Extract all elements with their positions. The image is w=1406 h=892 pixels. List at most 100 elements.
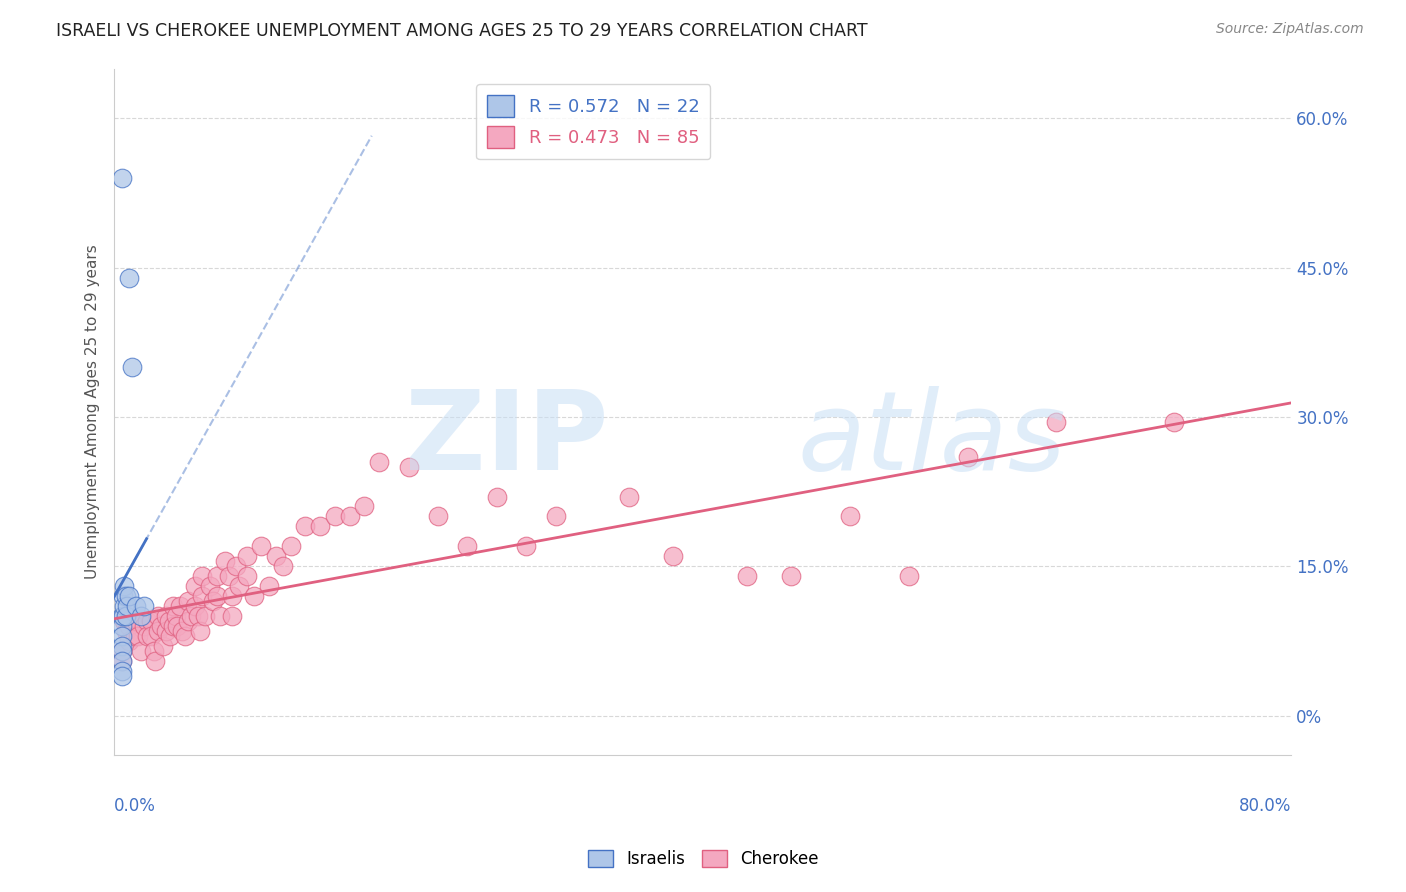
Point xyxy=(839,509,862,524)
Point xyxy=(180,609,202,624)
Point xyxy=(235,549,257,564)
Point xyxy=(110,609,132,624)
Point xyxy=(309,519,332,533)
Point xyxy=(353,500,375,514)
Point xyxy=(155,624,177,638)
Point xyxy=(177,594,200,608)
Point xyxy=(110,654,132,668)
Point xyxy=(956,450,979,464)
Point xyxy=(118,633,141,648)
Point xyxy=(155,609,177,624)
Point xyxy=(1163,415,1185,429)
Point xyxy=(339,509,361,524)
Point xyxy=(159,629,181,643)
Point xyxy=(125,614,148,628)
Point xyxy=(170,624,193,638)
Point xyxy=(177,614,200,628)
Point xyxy=(157,614,180,628)
Point xyxy=(897,569,920,583)
Point xyxy=(368,455,391,469)
Point xyxy=(122,614,145,628)
Legend: Israelis, Cherokee: Israelis, Cherokee xyxy=(581,843,825,875)
Point xyxy=(184,579,207,593)
Point xyxy=(198,579,221,593)
Point xyxy=(115,609,138,624)
Point xyxy=(118,619,141,633)
Point xyxy=(110,669,132,683)
Point xyxy=(1045,415,1067,429)
Point xyxy=(117,599,139,613)
Point xyxy=(132,599,155,613)
Point xyxy=(205,569,228,583)
Text: atlas: atlas xyxy=(797,386,1066,493)
Point xyxy=(225,559,247,574)
Point xyxy=(129,644,152,658)
Point xyxy=(515,539,537,553)
Point xyxy=(114,579,136,593)
Point xyxy=(173,629,195,643)
Point xyxy=(118,270,141,285)
Point xyxy=(485,490,508,504)
Point xyxy=(125,599,148,613)
Point xyxy=(139,614,162,628)
Y-axis label: Unemployment Among Ages 25 to 29 years: Unemployment Among Ages 25 to 29 years xyxy=(86,244,100,579)
Point xyxy=(135,614,157,628)
Point xyxy=(110,644,132,658)
Point xyxy=(780,569,803,583)
Point xyxy=(110,639,132,653)
Point xyxy=(152,639,174,653)
Text: Source: ZipAtlas.com: Source: ZipAtlas.com xyxy=(1216,22,1364,37)
Point xyxy=(264,549,287,564)
Text: 80.0%: 80.0% xyxy=(1239,797,1292,814)
Point xyxy=(115,589,138,603)
Point xyxy=(145,654,167,668)
Point xyxy=(294,519,316,533)
Point xyxy=(201,594,224,608)
Point xyxy=(544,509,567,524)
Point xyxy=(118,589,141,603)
Point xyxy=(110,664,132,678)
Point xyxy=(115,624,138,638)
Point xyxy=(191,569,214,583)
Point xyxy=(166,619,188,633)
Point xyxy=(188,624,211,638)
Point xyxy=(117,609,139,624)
Point xyxy=(132,619,155,633)
Point xyxy=(124,629,146,643)
Point xyxy=(121,360,143,375)
Point xyxy=(148,609,170,624)
Point xyxy=(114,599,136,613)
Point xyxy=(235,569,257,583)
Point xyxy=(221,589,243,603)
Point xyxy=(121,614,143,628)
Point xyxy=(735,569,758,583)
Point xyxy=(243,589,266,603)
Point xyxy=(139,629,162,643)
Point xyxy=(162,619,184,633)
Point xyxy=(214,554,236,568)
Text: ZIP: ZIP xyxy=(405,386,609,493)
Text: ISRAELI VS CHEROKEE UNEMPLOYMENT AMONG AGES 25 TO 29 YEARS CORRELATION CHART: ISRAELI VS CHEROKEE UNEMPLOYMENT AMONG A… xyxy=(56,22,868,40)
Point xyxy=(110,644,132,658)
Text: 0.0%: 0.0% xyxy=(114,797,156,814)
Point xyxy=(191,589,214,603)
Point xyxy=(142,644,165,658)
Point xyxy=(662,549,685,564)
Point xyxy=(110,654,132,668)
Point xyxy=(162,599,184,613)
Point xyxy=(110,629,132,643)
Point xyxy=(398,459,420,474)
Point xyxy=(184,599,207,613)
Point xyxy=(323,509,346,524)
Point xyxy=(165,609,187,624)
Point xyxy=(218,569,240,583)
Point xyxy=(169,599,191,613)
Point xyxy=(426,509,449,524)
Point xyxy=(619,490,641,504)
Point xyxy=(221,609,243,624)
Point xyxy=(129,609,152,624)
Point xyxy=(228,579,250,593)
Point xyxy=(209,609,232,624)
Point xyxy=(111,589,134,603)
Point xyxy=(111,609,134,624)
